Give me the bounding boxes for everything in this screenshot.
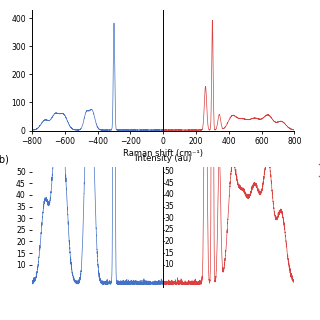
Legend: S, AS: S, AS	[315, 156, 320, 184]
Text: 35: 35	[164, 202, 174, 211]
Text: 25: 25	[164, 225, 174, 234]
Text: (b): (b)	[0, 155, 9, 165]
X-axis label: Raman shift (cm⁻¹): Raman shift (cm⁻¹)	[123, 149, 203, 158]
Text: 50: 50	[164, 167, 174, 176]
Text: 15: 15	[164, 249, 174, 258]
Text: 45: 45	[164, 179, 174, 188]
Text: Intensity (au): Intensity (au)	[135, 155, 191, 164]
Text: 30: 30	[164, 214, 174, 223]
Text: 10: 10	[164, 260, 174, 269]
Text: 20: 20	[164, 237, 174, 246]
Text: 40: 40	[164, 190, 174, 199]
